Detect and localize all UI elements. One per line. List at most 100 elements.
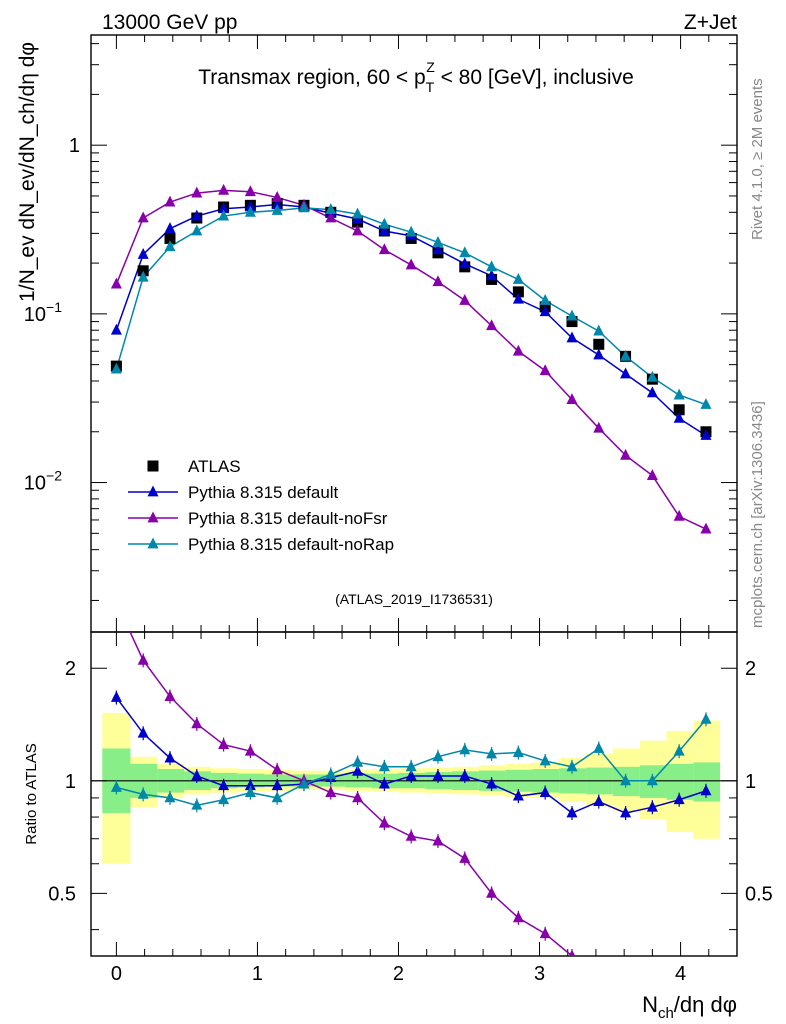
point-pythia-8-315-default-nofsr <box>218 183 230 195</box>
ratio-y-tick-label: 1 <box>65 771 76 793</box>
point-pythia-8-315-default-nofsr <box>325 211 337 223</box>
ratio-point-pythia-8-315-default-nofsr <box>137 653 149 665</box>
point-pythia-8-315-default <box>378 224 390 236</box>
point-pythia-8-315-default-nofsr <box>191 186 203 198</box>
ratio-point-pythia-8-315-default-nofsr <box>111 596 122 607</box>
point-pythia-8-315-default-nofsr <box>512 344 524 356</box>
ratio-point-pythia-8-315-default-nofsr <box>325 786 337 797</box>
ratio-point-pythia-8-315-default-nofsr <box>244 744 256 756</box>
point-pythia-8-315-default <box>164 222 176 234</box>
point-pythia-8-315-default-norap <box>486 260 498 272</box>
ratio-point-pythia-8-315-default-norap <box>110 780 122 792</box>
point-pythia-8-315-default-nofsr <box>271 190 283 202</box>
point-pythia-8-315-default-norap <box>244 205 256 217</box>
point-pythia-8-315-default <box>110 323 122 335</box>
y-tick-label: 10−2 <box>24 468 62 495</box>
ratio-point-pythia-8-315-default <box>593 795 605 806</box>
legend-label-pythia-8-315-default: Pythia 8.315 default <box>188 483 339 502</box>
point-pythia-8-315-default <box>459 257 471 269</box>
point-pythia-8-315-default-nofsr <box>110 277 122 289</box>
point-pythia-8-315-default-nofsr <box>673 509 685 521</box>
ratio-point-pythia-8-315-default <box>459 769 471 781</box>
analysis-tag: (ATLAS_2019_I1736531) <box>335 591 493 607</box>
ratio-point-pythia-8-315-default-norap <box>218 793 230 805</box>
ratio-point-pythia-8-315-default-norap <box>539 754 551 766</box>
ratio-point-pythia-8-315-default <box>673 793 685 805</box>
legend-label-pythia-8-315-default-nofsr: Pythia 8.315 default-noFsr <box>188 509 388 528</box>
point-pythia-8-315-default-nofsr <box>700 522 712 534</box>
point-pythia-8-315-default-nofsr <box>459 294 471 305</box>
point-pythia-8-315-default-nofsr <box>620 448 632 460</box>
energy-label: 13000 GeV pp <box>102 11 237 34</box>
point-pythia-8-315-default <box>566 331 578 343</box>
ratio-point-pythia-8-315-default-norap <box>512 746 524 757</box>
point-pythia-8-315-default-norap <box>539 294 551 305</box>
point-pythia-8-315-default-nofsr <box>164 195 176 207</box>
point-pythia-8-315-default-norap <box>352 207 364 219</box>
point-pythia-8-315-default <box>486 269 498 281</box>
point-pythia-8-315-default <box>700 429 712 440</box>
legend-marker-pythia-8-315-default <box>147 485 159 497</box>
point-pythia-8-315-default-norap <box>593 324 605 336</box>
ratio-point-pythia-8-315-default-norap <box>298 777 310 789</box>
ratio-point-pythia-8-315-default <box>218 779 230 791</box>
ratio-y-tick-label-right: 0.5 <box>745 883 773 905</box>
ratio-point-pythia-8-315-default-norap <box>700 712 712 724</box>
point-pythia-8-315-default-norap <box>164 240 176 252</box>
point-pythia-8-315-default-nofsr <box>378 243 390 255</box>
point-pythia-8-315-default-norap <box>325 203 337 214</box>
ratio-point-pythia-8-315-default-norap <box>593 742 605 753</box>
ratio-point-pythia-8-315-default-norap <box>191 798 203 810</box>
ratio-y-tick-label: 2 <box>65 658 76 680</box>
main-y-axis-label: 1/N_ev dN_ev/dN_ch/dη dφ <box>16 42 39 302</box>
ratio-point-pythia-8-315-default <box>486 777 498 789</box>
point-pythia-8-315-default-nofsr <box>137 211 149 223</box>
point-pythia-8-315-default-norap <box>378 217 390 229</box>
point-pythia-8-315-default-norap <box>405 225 417 237</box>
point-pythia-8-315-default <box>539 305 551 317</box>
x-axis-label: Nch/dη dφ <box>642 992 737 1022</box>
point-pythia-8-315-default-norap <box>459 246 471 258</box>
point-pythia-8-315-default <box>137 247 149 259</box>
point-pythia-8-315-default-norap <box>646 370 658 382</box>
x-tick-label: 1 <box>252 963 263 985</box>
point-pythia-8-315-default <box>218 202 230 214</box>
chart-title: Transmax region, 60 < pTZ < 80 [GeV], in… <box>198 59 634 95</box>
ratio-stat-band <box>666 763 694 800</box>
point-pythia-8-315-default-nofsr <box>646 469 658 480</box>
process-label: Z+Jet <box>684 11 737 34</box>
point-pythia-8-315-default-norap <box>620 349 632 361</box>
ratio-point-pythia-8-315-default <box>405 769 417 781</box>
point-pythia-8-315-default-nofsr <box>593 421 605 433</box>
point-pythia-8-315-default-norap <box>271 204 283 215</box>
ratio-point-pythia-8-315-default-nofsr <box>218 738 230 749</box>
point-pythia-8-315-default <box>512 292 524 304</box>
ratio-point-pythia-8-315-default-nofsr <box>593 965 604 976</box>
point-pythia-8-315-default-nofsr <box>405 258 417 270</box>
ratio-y-tick-label: 0.5 <box>48 883 76 905</box>
ratio-point-pythia-8-315-default-nofsr <box>191 717 203 729</box>
ratio-point-pythia-8-315-default <box>137 726 149 738</box>
point-atlas <box>593 338 605 350</box>
ratio-point-pythia-8-315-default-nofsr <box>164 690 176 701</box>
ratio-point-pythia-8-315-default-norap <box>673 744 685 756</box>
ratio-point-pythia-8-315-default-nofsr <box>405 829 417 841</box>
ratio-point-pythia-8-315-default-nofsr <box>271 763 283 775</box>
ratio-point-pythia-8-315-default-nofsr <box>568 949 576 956</box>
ratio-point-pythia-8-315-default <box>700 784 712 796</box>
point-pythia-8-315-default-norap <box>566 309 578 321</box>
text-layer: Transmax region, 60 < pTZ < 80 [GeV], in… <box>16 42 773 1022</box>
ratio-point-pythia-8-315-default-norap <box>432 750 444 762</box>
ratio-point-pythia-8-315-default <box>271 779 283 791</box>
point-atlas <box>673 404 685 416</box>
point-atlas <box>512 286 524 298</box>
x-tick-label: 0 <box>111 963 122 985</box>
ratio-point-pythia-8-315-default-norap <box>378 760 390 772</box>
point-pythia-8-315-default-norap <box>218 209 230 221</box>
point-pythia-8-315-default-norap <box>191 224 203 236</box>
point-pythia-8-315-default <box>646 386 658 398</box>
point-pythia-8-315-default-nofsr <box>566 393 578 405</box>
ratio-point-pythia-8-315-default-nofsr <box>486 886 498 898</box>
ratio-point-pythia-8-315-default-norap <box>620 774 632 786</box>
ratio-point-pythia-8-315-default-norap <box>566 760 578 772</box>
